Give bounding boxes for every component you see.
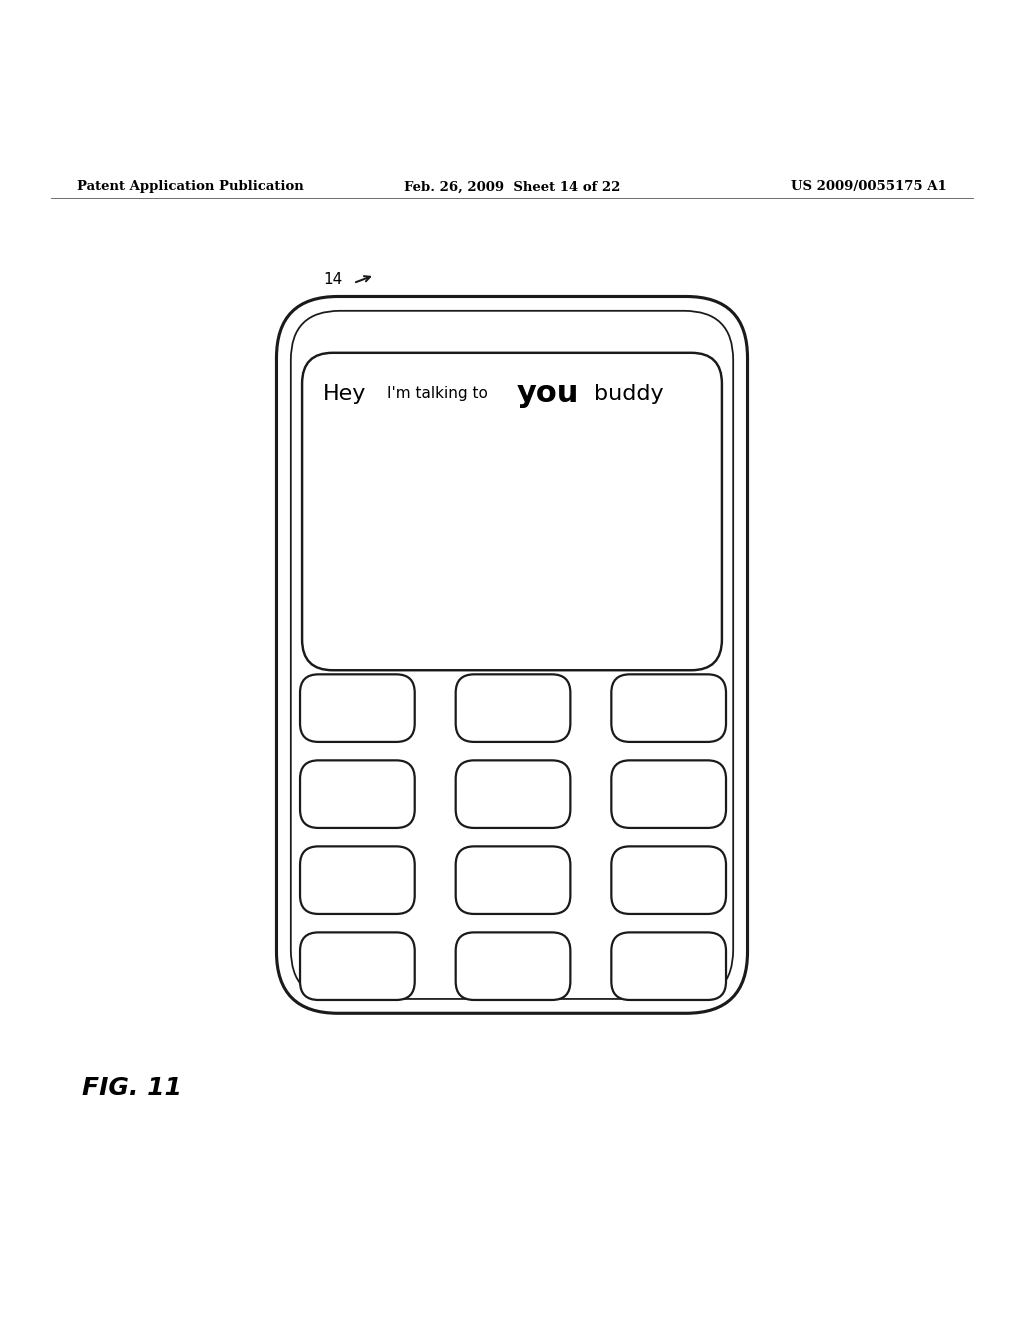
FancyBboxPatch shape bbox=[456, 932, 570, 1001]
FancyBboxPatch shape bbox=[611, 932, 726, 1001]
Text: FIG. 11: FIG. 11 bbox=[82, 1076, 182, 1100]
FancyBboxPatch shape bbox=[300, 846, 415, 913]
FancyBboxPatch shape bbox=[276, 297, 748, 1014]
FancyBboxPatch shape bbox=[611, 675, 726, 742]
FancyBboxPatch shape bbox=[611, 846, 726, 913]
FancyBboxPatch shape bbox=[456, 675, 570, 742]
FancyBboxPatch shape bbox=[300, 675, 415, 742]
Text: Hey: Hey bbox=[323, 384, 366, 404]
Text: Feb. 26, 2009  Sheet 14 of 22: Feb. 26, 2009 Sheet 14 of 22 bbox=[403, 181, 621, 194]
FancyBboxPatch shape bbox=[302, 352, 722, 671]
Text: Patent Application Publication: Patent Application Publication bbox=[77, 181, 303, 194]
FancyBboxPatch shape bbox=[300, 760, 415, 828]
Text: 14: 14 bbox=[324, 272, 343, 286]
Text: buddy: buddy bbox=[594, 384, 664, 404]
Text: I'm talking to: I'm talking to bbox=[387, 387, 488, 401]
FancyBboxPatch shape bbox=[611, 760, 726, 828]
FancyBboxPatch shape bbox=[456, 846, 570, 913]
Text: US 2009/0055175 A1: US 2009/0055175 A1 bbox=[792, 181, 947, 194]
FancyBboxPatch shape bbox=[456, 760, 570, 828]
FancyBboxPatch shape bbox=[300, 932, 415, 1001]
Text: you: you bbox=[517, 379, 580, 408]
